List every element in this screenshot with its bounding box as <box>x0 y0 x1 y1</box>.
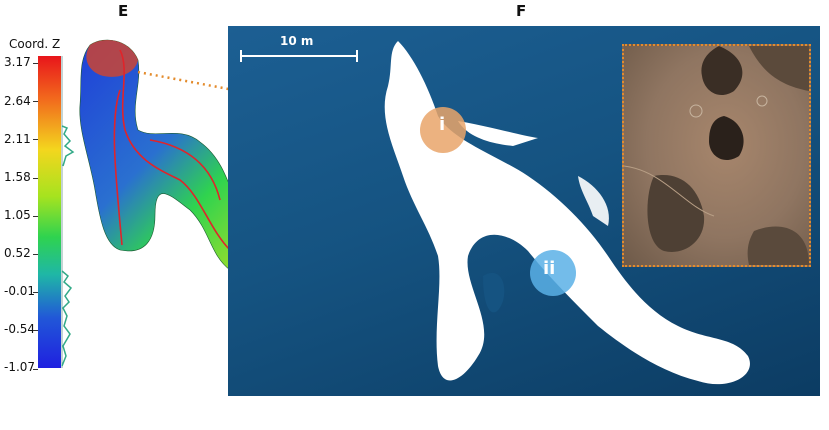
panel-label-f: F <box>516 2 527 20</box>
colorbar <box>38 56 61 368</box>
colorbar-tick-label: -0.01 <box>4 284 36 298</box>
colorbar-tick-mark <box>33 330 38 332</box>
panel-label-e: E <box>118 2 129 20</box>
colorbar-tick-label: 1.58 <box>4 170 31 184</box>
scale-bar <box>240 50 358 62</box>
colorbar-tick-mark <box>33 254 38 255</box>
colorbar-tick-mark <box>33 368 38 370</box>
marker-ii <box>530 250 576 296</box>
colorbar-tick-label: 2.11 <box>4 132 31 146</box>
scale-bar-label: 10 m <box>280 34 314 48</box>
marker-ii-label: ii <box>543 258 556 279</box>
colorbar-tick-label: -1.07 <box>4 360 36 374</box>
colorbar-tick-label: 0.52 <box>4 246 31 260</box>
point-cloud-panel: 10 m <box>228 26 820 396</box>
site-photo-inset <box>622 44 811 267</box>
colorbar-tick-label: 2.64 <box>4 94 31 108</box>
terrain-north-blob <box>86 40 138 77</box>
colorbar-tick-mark <box>33 177 38 179</box>
marker-i <box>420 107 466 153</box>
colorbar-tick-label: -0.54 <box>4 322 36 336</box>
colorbar-tick-mark <box>33 215 38 217</box>
point-cloud-channel <box>384 41 750 385</box>
colorbar-tick-mark <box>33 292 38 294</box>
marker-i-label: i <box>439 114 446 135</box>
colorbar-tick-label: 1.05 <box>4 208 31 222</box>
colorbar-tick-mark <box>33 101 38 103</box>
colorbar-tick-label: 3.17 <box>4 55 31 69</box>
site-photo-content <box>624 46 809 265</box>
colorbar-tick-mark <box>33 139 38 141</box>
colorbar-title: Coord. Z <box>9 37 61 51</box>
elevation-histogram <box>61 56 75 368</box>
colorbar-tick-mark <box>33 63 38 64</box>
